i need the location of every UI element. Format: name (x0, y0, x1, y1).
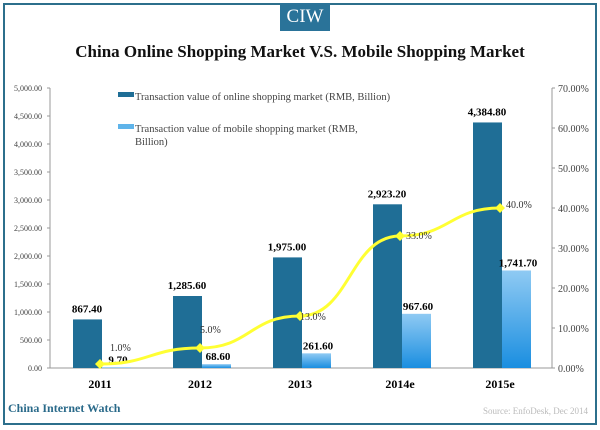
mobile-value-label: 1,741.70 (499, 257, 538, 269)
right-tick-label: 30.00% (558, 244, 589, 255)
mobile-bar (302, 353, 331, 368)
line-marker (495, 203, 505, 213)
left-tick-label: 3,000.00 (14, 196, 42, 205)
line-value-label: 5.0% (200, 325, 221, 336)
line-marker (195, 343, 205, 353)
online-bar (473, 122, 502, 368)
online-value-label: 867.40 (72, 303, 103, 315)
left-tick-label: 5,000.00 (14, 84, 42, 93)
legend-swatch (118, 92, 134, 97)
left-tick-label: 4,500.00 (14, 112, 42, 121)
mobile-value-label: 261.60 (303, 340, 334, 352)
online-value-label: 1,975.00 (268, 241, 307, 253)
category-label: 2014e (385, 377, 415, 391)
left-tick-label: 0.00 (28, 364, 42, 373)
line-marker (295, 311, 305, 321)
brand-name: China Internet Watch (8, 401, 121, 415)
penetration-line (99, 206, 501, 366)
mobile-value-label: 967.60 (403, 301, 434, 313)
left-tick-label: 500.00 (20, 336, 42, 345)
mobile-bar (402, 313, 431, 368)
right-tick-label: 0.00% (558, 364, 584, 375)
legend-label: Transaction value of mobile shopping mar… (135, 124, 358, 148)
right-tick-label: 10.00% (558, 324, 589, 335)
online-value-label: 2,923.20 (368, 188, 407, 200)
left-tick-label: 2,500.00 (14, 224, 42, 233)
category-label: 2012 (188, 377, 212, 391)
right-tick-label: 50.00% (558, 164, 589, 175)
line-marker (95, 359, 105, 369)
online-bar (273, 257, 302, 368)
left-tick-label: 1,000.00 (14, 308, 42, 317)
line-value-label: 13.0% (300, 312, 326, 323)
right-tick-label: 70.00% (558, 84, 589, 95)
mobile-value-label: 68.60 (206, 351, 231, 363)
line-marker (395, 231, 405, 241)
legend-swatch (118, 124, 134, 129)
line-value-label: 40.0% (506, 200, 532, 211)
online-value-label: 4,384.80 (468, 106, 507, 118)
online-value-label: 1,285.60 (168, 280, 207, 292)
mobile-bar (102, 367, 131, 368)
left-tick-label: 1,500.00 (14, 280, 42, 289)
right-tick-label: 20.00% (558, 284, 589, 295)
mobile-bar (202, 364, 231, 368)
left-tick-label: 4,000.00 (14, 140, 42, 149)
chart-title: China Online Shopping Market V.S. Mobile… (75, 42, 525, 61)
mobile-bar (502, 270, 531, 368)
left-tick-label: 3,500.00 (14, 168, 42, 177)
category-label: 2013 (288, 377, 312, 391)
left-tick-label: 2,000.00 (14, 252, 42, 261)
category-label: 2015e (485, 377, 515, 391)
line-value-label: 1.0% (110, 343, 131, 354)
online-bar (173, 296, 202, 368)
online-bar (373, 204, 402, 368)
legend-label: Transaction value of online shopping mar… (135, 92, 391, 103)
online-bar (73, 319, 102, 368)
ciw-logo: CIW (280, 3, 330, 31)
category-label: 2011 (88, 377, 111, 391)
line-value-label: 33.0% (406, 231, 432, 242)
right-tick-label: 60.00% (558, 124, 589, 135)
right-tick-label: 40.00% (558, 204, 589, 215)
source-note: Source: EnfoDesk, Dec 2014 (483, 406, 588, 416)
